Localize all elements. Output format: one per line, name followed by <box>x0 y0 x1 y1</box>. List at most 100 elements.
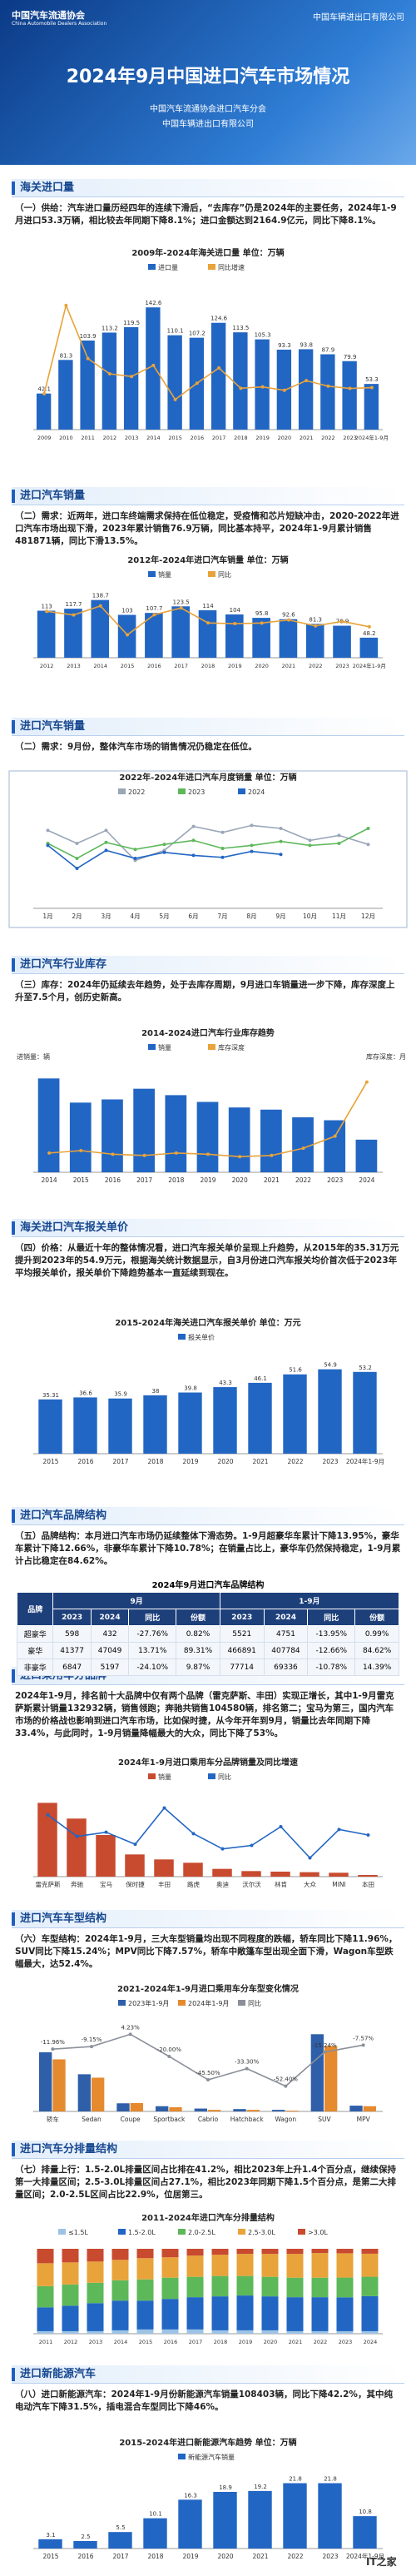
legend-swatch <box>178 2454 186 2459</box>
x-tick-label: 2016 <box>105 1176 121 1184</box>
point <box>126 633 130 637</box>
legend-swatch <box>148 264 156 270</box>
bar <box>286 2249 304 2255</box>
table-cell: 5197 <box>90 1658 130 1676</box>
legend-label: 报关单价 <box>188 1333 215 1341</box>
data-label: 16.3 <box>184 2492 197 2499</box>
chart-title: 2015-2024年进口新能源汽车趋势 单位：万辆 <box>119 2437 296 2448</box>
x-tick-label: 沃尔沃 <box>242 1880 261 1888</box>
legend-label: 2023年1-9月 <box>128 1999 169 2007</box>
x-tick-label: 2016 <box>77 2553 93 2560</box>
table-cell: -13.95% <box>307 1625 356 1643</box>
table-cell: 407784 <box>263 1642 309 1659</box>
data-label: 93.8 <box>300 341 313 348</box>
table-cell: 47049 <box>90 1642 130 1659</box>
chart-title: 2015-2024年海关进口汽车报关单价 单位：万元 <box>115 1317 300 1328</box>
bar <box>64 609 82 658</box>
table-header: 2024 <box>90 1609 130 1626</box>
bar <box>336 2277 354 2298</box>
bar <box>69 1102 92 1172</box>
point <box>191 1832 196 1836</box>
point <box>111 1152 115 1156</box>
x-tick-label: 2018 <box>147 1458 163 1465</box>
table-cell: 84.62% <box>354 1642 399 1659</box>
bar <box>37 1803 57 1877</box>
bar <box>241 1871 261 1877</box>
point <box>367 624 371 629</box>
point <box>364 1080 369 1084</box>
x-tick-label: 林肯 <box>275 1880 287 1888</box>
bar <box>246 2110 260 2111</box>
table-cell: 69336 <box>263 1658 309 1676</box>
x-tick-label: 2024 <box>359 1176 374 1184</box>
x-tick-label: 2018 <box>147 2553 163 2560</box>
legend-swatch <box>178 788 186 794</box>
bar <box>336 2297 354 2331</box>
bar <box>136 2258 154 2280</box>
legend-swatch <box>208 571 215 577</box>
data-label: 38 <box>152 1388 160 1395</box>
table-cell: -24.10% <box>128 1658 177 1676</box>
bar <box>38 1399 62 1454</box>
data-label: -11.96% <box>41 2039 66 2046</box>
point <box>238 1155 242 1159</box>
table-cell: 0.99% <box>354 1625 399 1643</box>
x-tick-label: 2021 <box>289 2339 303 2345</box>
table-header: 份额 <box>354 1609 399 1626</box>
x-tick-label: Hatchback <box>230 2116 265 2123</box>
bar <box>358 1875 378 1877</box>
point <box>245 2066 249 2071</box>
bar <box>194 2108 207 2111</box>
chart: 2011-2024年进口汽车分排量结构 ≤1.5L 1.5-2.0L 2.0-2.5L… <box>33 2212 383 2345</box>
bar <box>342 361 357 430</box>
data-label: -15.24% <box>312 2042 337 2049</box>
legend-label: 2023 <box>188 788 205 796</box>
data-label: 36.6 <box>79 1390 92 1396</box>
bar <box>133 1088 155 1172</box>
bar <box>355 1139 378 1172</box>
table-row: 2023 2024 同比 份额 2023 2024 同比 份额 <box>17 1609 399 1626</box>
paragraph: （一）供给：汽车进口量历经四年的连续下滑后，“去库存”仍是2024年的主要任务，… <box>15 203 397 226</box>
point <box>152 613 156 617</box>
x-tick-label: 2024年1-9月 <box>353 662 386 669</box>
point <box>206 1152 210 1156</box>
bar <box>270 1872 290 1877</box>
data-label: 103 <box>121 608 132 614</box>
data-label: 51.6 <box>289 1367 302 1374</box>
point <box>284 2084 288 2088</box>
x-tick-label: 2019 <box>239 2339 253 2345</box>
point <box>340 619 344 624</box>
x-tick-label: 本田 <box>362 1880 374 1888</box>
point <box>361 2043 365 2047</box>
point <box>333 1134 337 1138</box>
data-label: 79.9 <box>344 354 357 361</box>
bar <box>292 1116 314 1172</box>
table-row: 非豪华 6847 5197 -24.10% 9.87% 77714 69336 -10.78%… <box>16 1658 399 1676</box>
x-tick-label: 2016 <box>77 1458 93 1465</box>
chart-frame <box>8 770 408 928</box>
bar <box>73 2541 97 2549</box>
bar <box>211 2296 229 2330</box>
bar <box>211 2249 229 2255</box>
bar <box>125 1854 145 1877</box>
point <box>308 838 312 843</box>
x-tick-label: 2016 <box>191 435 205 441</box>
point <box>308 1856 312 1860</box>
x-tick-label: 丰田 <box>158 1880 171 1888</box>
legend-label: 1.5-2.0L <box>128 2229 156 2236</box>
x-tick-label: 2022 <box>321 435 335 441</box>
bar <box>87 2282 104 2304</box>
bar <box>178 2499 202 2549</box>
table-cell: 466891 <box>219 1642 265 1659</box>
bar <box>261 2249 279 2255</box>
point <box>301 1146 305 1151</box>
data-label: 117.7 <box>65 601 82 608</box>
bar <box>167 335 182 430</box>
point <box>250 823 254 828</box>
legend-label: 2024年1-9月 <box>188 1999 229 2007</box>
table-cell: 432 <box>90 1625 130 1643</box>
